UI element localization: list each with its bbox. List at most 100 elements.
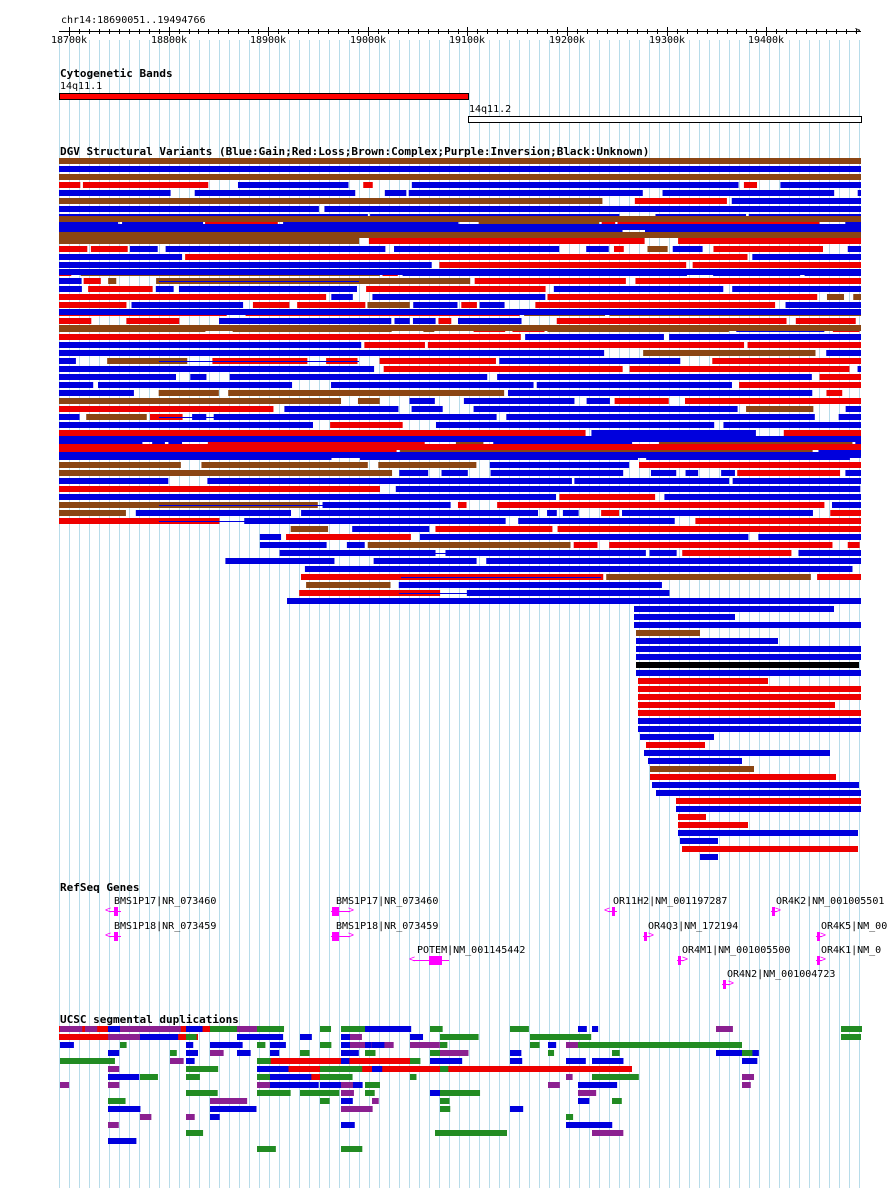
dgv-variant[interactable] [59, 286, 82, 292]
dgv-variant-intron[interactable] [159, 505, 359, 506]
gene-model[interactable]: > [771, 905, 781, 916]
dgv-variant[interactable] [59, 278, 82, 284]
segdup-block[interactable] [140, 1034, 171, 1040]
dgv-variant[interactable] [59, 422, 313, 428]
dgv-variant[interactable] [847, 542, 860, 548]
segdup-block[interactable] [60, 1082, 70, 1088]
dgv-variant[interactable] [438, 318, 452, 324]
dgv-variant[interactable] [126, 318, 180, 324]
dgv-variant[interactable] [798, 550, 861, 556]
dgv-variant[interactable] [435, 526, 553, 532]
dgv-variant[interactable] [682, 846, 858, 852]
dgv-variant[interactable] [59, 174, 861, 180]
dgv-variant[interactable] [59, 470, 393, 476]
segdup-block[interactable] [410, 1058, 421, 1064]
dgv-variant[interactable] [330, 422, 403, 428]
segdup-block[interactable] [592, 1026, 599, 1032]
dgv-track-title[interactable]: DGV Structural Variants (Blue:Gain;Red:L… [60, 145, 650, 158]
gene-model[interactable]: < [409, 954, 449, 965]
dgv-variant[interactable] [739, 382, 861, 388]
segdup-block[interactable] [510, 1026, 529, 1032]
dgv-variant[interactable] [638, 694, 861, 700]
segdup-block[interactable] [257, 1066, 289, 1072]
dgv-variant[interactable] [650, 470, 677, 476]
segdup-block[interactable] [566, 1074, 573, 1080]
segdup-block[interactable] [186, 1074, 200, 1080]
dgv-variant[interactable] [676, 798, 861, 804]
segdup-block[interactable] [120, 1026, 146, 1032]
dgv-variant-intron[interactable] [159, 281, 359, 282]
dgv-variant[interactable] [399, 470, 429, 476]
cytoband-q11-2[interactable] [468, 116, 862, 123]
dgv-variant[interactable] [178, 286, 357, 292]
dgv-variant[interactable] [780, 182, 861, 188]
dgv-variant[interactable] [713, 246, 823, 252]
segdup-block[interactable] [440, 1098, 450, 1104]
dgv-variant[interactable] [59, 382, 94, 388]
dgv-variant[interactable] [364, 342, 425, 348]
dgv-variant[interactable] [644, 750, 830, 756]
dgv-variant[interactable] [59, 374, 177, 380]
dgv-variant[interactable] [419, 534, 749, 540]
dgv-variant[interactable] [758, 534, 861, 540]
segdup-block[interactable] [548, 1050, 555, 1056]
segdup-block[interactable] [510, 1050, 522, 1056]
dgv-variant-intron[interactable] [404, 569, 605, 570]
dgv-variant[interactable] [368, 238, 645, 244]
dgv-variant[interactable] [59, 452, 861, 458]
dgv-variant[interactable] [185, 254, 748, 260]
segdup-block[interactable] [237, 1034, 273, 1040]
dgv-variant[interactable] [680, 838, 718, 844]
segdup-block[interactable] [108, 1122, 119, 1128]
dgv-variant[interactable] [88, 286, 153, 292]
dgv-variant[interactable] [737, 470, 841, 476]
dgv-variant[interactable] [785, 302, 861, 308]
dgv-variant[interactable] [636, 638, 778, 644]
gene-label[interactable]: BMS1P18|NR_073459 [114, 921, 217, 932]
dgv-variant[interactable] [664, 494, 861, 500]
gene-label[interactable]: OR4M1|NM_001005500 [682, 945, 791, 956]
dgv-variant[interactable] [59, 182, 81, 188]
segdup-block[interactable] [440, 1090, 481, 1096]
dgv-variant[interactable] [352, 526, 430, 532]
dgv-variant[interactable] [383, 366, 623, 372]
segdup-block[interactable] [365, 1042, 372, 1048]
segdup-block[interactable] [300, 1090, 340, 1096]
dgv-variant[interactable] [59, 334, 521, 340]
segdup-block[interactable] [341, 1034, 351, 1040]
dgv-variant[interactable] [290, 526, 329, 532]
dgv-variant[interactable] [299, 590, 441, 596]
segdup-block[interactable] [341, 1090, 354, 1096]
dgv-variant[interactable] [678, 238, 861, 244]
dgv-variant[interactable] [614, 398, 669, 404]
segdup-block[interactable] [108, 1082, 120, 1088]
dgv-variant[interactable] [408, 190, 643, 196]
segdup-block[interactable] [548, 1034, 592, 1040]
dgv-variant[interactable] [632, 598, 861, 604]
dgv-variant[interactable] [287, 598, 670, 604]
gene-model[interactable]: < [105, 930, 121, 941]
dgv-variant[interactable] [684, 398, 861, 404]
dgv-variant[interactable] [634, 614, 735, 620]
segdup-block[interactable] [566, 1114, 574, 1120]
dgv-variant[interactable] [721, 470, 735, 476]
dgv-variant[interactable] [59, 238, 360, 244]
dgv-variant[interactable] [412, 318, 436, 324]
dgv-variant[interactable] [413, 302, 458, 308]
dgv-variant[interactable] [473, 406, 738, 412]
dgv-variant[interactable] [556, 318, 787, 324]
dgv-variant[interactable] [322, 502, 451, 508]
dgv-variant[interactable] [357, 398, 380, 404]
dgv-variant[interactable] [479, 302, 505, 308]
dgv-variant[interactable] [229, 374, 488, 380]
dgv-variant[interactable] [682, 550, 792, 556]
dgv-variant[interactable] [409, 398, 435, 404]
dgv-variant-intron[interactable] [159, 417, 359, 418]
dgv-variant[interactable] [59, 366, 375, 372]
dgv-variant[interactable] [609, 542, 833, 548]
segdup-block[interactable] [210, 1042, 243, 1048]
segdup-block[interactable] [566, 1058, 586, 1064]
dgv-variant[interactable] [59, 462, 181, 468]
segdup-block[interactable] [210, 1026, 260, 1032]
